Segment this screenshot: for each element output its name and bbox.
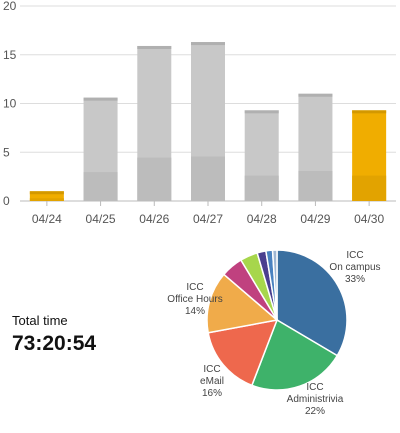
bar-shade [352,175,387,201]
pie-slice-label: ICC Office Hours 14% [167,282,222,317]
bar-04-24[interactable] [29,191,64,201]
pie-slice-label: ICC On campus 33% [329,250,380,285]
bar-04-25[interactable] [83,97,118,201]
bar[interactable] [29,191,64,201]
bar-shade [244,175,279,201]
x-tick-label: 04/24 [32,212,62,226]
bar-04-29[interactable] [298,93,333,201]
x-tick-label: 04/29 [300,212,330,226]
y-tick-label: 10 [3,97,17,111]
category-pie-chart: ICC On campus 33% ICC Administrivia 22% ICC eMa… [167,249,381,417]
bar-shade [29,198,64,201]
pie-slice[interactable] [276,249,348,357]
bar-cap [191,42,225,46]
x-tick-label: 04/27 [193,212,223,226]
pie-slice[interactable] [250,318,339,391]
x-tick-label: 04/30 [354,212,384,226]
bar-cap [244,110,279,114]
bar-cap [298,93,333,97]
x-tick-label: 04/28 [247,212,277,226]
bar-shade [191,156,225,201]
bar-cap [29,191,64,195]
y-tick-label: 0 [3,194,10,208]
total-time-value: 73:20:54 [12,332,97,355]
x-tick-label: 04/26 [139,212,169,226]
y-tick-label: 5 [3,145,10,159]
pie-slice[interactable] [271,249,278,321]
pie-slice-label: ICC eMail 16% [200,364,224,399]
bar-cap [83,97,118,101]
bar-shade [298,170,333,201]
total-time-label: Total time [12,313,68,328]
bar-cap [352,110,387,114]
y-tick-label: 20 [3,0,17,13]
pie-slice[interactable] [206,273,279,334]
bar-cap [137,45,172,49]
bar-04-27[interactable] [191,42,225,202]
bar-shade [83,172,118,201]
x-tick-label: 04/25 [86,212,116,226]
bar-04-28[interactable] [244,110,279,201]
bar-04-30[interactable] [352,110,387,201]
bar-shade [137,157,172,201]
pie-slice[interactable] [207,319,279,387]
pie-slice-label: ICC Administrivia 22% [287,382,344,417]
daily-bar-chart: 0 5 10 15 20 04/24 04/25 04/26 04/27 04/28 04/29 04… [3,0,396,226]
bar-04-26[interactable] [137,45,172,201]
y-tick-label: 15 [3,48,17,62]
